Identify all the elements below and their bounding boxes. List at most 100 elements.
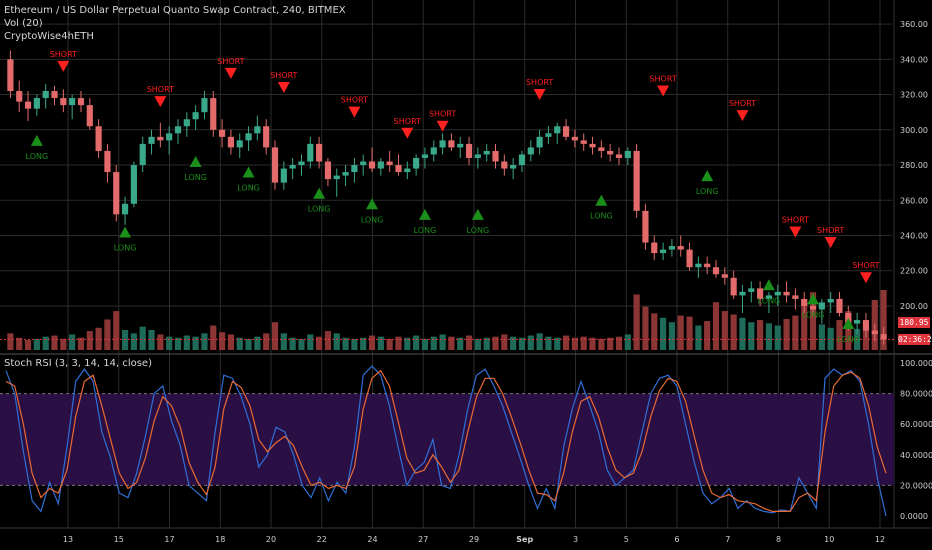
osc-tick-label: 60.0000 <box>900 420 932 429</box>
candle-body <box>721 274 728 278</box>
short-signal-label: SHORT <box>729 99 756 108</box>
volume-bar <box>377 336 384 350</box>
candle-body <box>854 320 861 324</box>
time-tick-label: 10 <box>824 535 834 544</box>
candle-body <box>571 136 578 141</box>
candle-body <box>871 330 878 335</box>
volume-bar <box>589 337 596 350</box>
volume-bar <box>69 334 76 350</box>
time-tick-label: 17 <box>164 535 174 544</box>
candle-body <box>219 129 226 137</box>
volume-bar <box>527 335 534 350</box>
stoch-rsi-label[interactable]: Stoch RSI (3, 3, 14, 14, close) <box>4 358 152 369</box>
candle-body <box>86 105 93 127</box>
candle-body <box>69 98 76 106</box>
volume-bar <box>880 290 887 350</box>
candle-body <box>818 302 825 310</box>
candle-body <box>386 161 393 166</box>
long-signal-arrow <box>418 208 431 220</box>
candle-body <box>16 91 23 102</box>
osc-tick-label: 100.0000 <box>900 359 932 368</box>
chart-legend: Ethereum / US Dollar Perpetual Quanto Sw… <box>4 4 346 43</box>
candle-body <box>280 168 287 183</box>
volume-bar <box>210 325 217 350</box>
volume-bar <box>712 302 720 350</box>
volume-bar <box>818 324 825 350</box>
short-signal-arrow <box>154 96 167 108</box>
volume-bar <box>201 333 208 350</box>
volume-bar <box>77 337 85 350</box>
candle-body <box>783 291 790 296</box>
short-signal-arrow <box>348 106 361 118</box>
candle-body <box>24 101 32 109</box>
volume-bar <box>677 315 684 350</box>
long-signal-label: LONG <box>114 243 137 252</box>
candle-body <box>774 291 781 296</box>
volume-bar <box>510 336 517 350</box>
volume-bar <box>809 292 817 350</box>
candle-body <box>633 150 640 211</box>
candle-body <box>607 150 614 155</box>
candle-body <box>60 98 67 106</box>
volume-bar <box>730 314 737 350</box>
volume-bar <box>607 337 614 350</box>
candle-body <box>862 320 870 331</box>
volume-indicator-label[interactable]: Vol (20) <box>4 18 43 29</box>
candle-body <box>245 133 252 141</box>
short-signal-label: SHORT <box>217 57 244 66</box>
long-signal-arrow <box>595 194 608 206</box>
volume-bar <box>765 323 773 350</box>
volume-bar <box>739 317 746 350</box>
volume-bar <box>245 338 252 350</box>
candle-body <box>95 126 102 151</box>
long-signal-arrow <box>701 170 714 182</box>
long-signal-arrow <box>807 293 820 305</box>
short-signal-arrow <box>824 237 837 249</box>
candle-body <box>465 143 473 158</box>
volume-bar <box>615 336 623 350</box>
volume-bar <box>757 320 764 350</box>
time-tick-label: 20 <box>266 535 276 544</box>
volume-bar <box>598 338 605 350</box>
time-axis[interactable]: 13 15 17 18 20 22 24 27 29 Sep 3 5 6 7 8 10 12 <box>63 535 885 544</box>
volume-bar <box>113 311 120 350</box>
long-signal-arrow <box>762 279 775 291</box>
long-signal-label: LONG <box>184 173 207 182</box>
volume-bar <box>783 318 790 350</box>
price-tick-label: 360.00 <box>900 20 928 29</box>
short-signal-label: SHORT <box>270 71 297 80</box>
volume-bar <box>174 337 182 350</box>
strategy-indicator-label[interactable]: CryptoWise4hETH <box>4 31 94 42</box>
long-signal-label: LONG <box>467 226 490 235</box>
candle-body <box>748 288 755 292</box>
stoch-band <box>0 393 894 486</box>
price-tick-label: 280.00 <box>900 161 928 170</box>
volume-bar <box>721 311 728 350</box>
short-signal-arrow <box>533 89 546 101</box>
last-price-badge: 180.95 <box>898 317 930 328</box>
candle-body <box>483 150 490 155</box>
volume-bar <box>139 326 146 350</box>
time-tick-label: 12 <box>875 535 885 544</box>
volume-bar <box>95 327 102 350</box>
volume-bar <box>263 333 270 350</box>
volume-bar <box>474 338 481 350</box>
candle-body <box>368 161 376 169</box>
osc-tick-label: 0.0000 <box>900 512 928 521</box>
long-signal-label: LONG <box>26 152 49 161</box>
price-axis[interactable]: 360.00 340.00 320.00 300.00 280.00 260.00 240.… <box>900 20 928 311</box>
short-signal-label: SHORT <box>649 75 676 84</box>
candle-body <box>289 165 296 169</box>
volume-bar <box>157 334 164 350</box>
long-signal-label: LONG <box>590 212 613 221</box>
stoch-rsi-panel: 100.0000 80.0000 60.0000 40.0000 20.0000 0.00… <box>0 359 932 521</box>
candle-body <box>589 143 596 148</box>
volume-bar <box>413 335 420 350</box>
volume-bar <box>166 336 173 350</box>
long-signal-arrow <box>313 187 326 199</box>
short-signal-label: SHORT <box>782 215 809 224</box>
candle-body <box>130 165 137 204</box>
candle-body <box>298 161 305 166</box>
long-signal-label: LONG <box>837 335 860 344</box>
